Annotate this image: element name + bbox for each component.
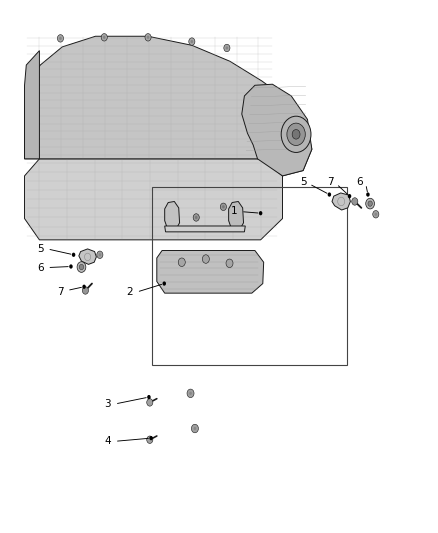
Polygon shape — [242, 84, 312, 176]
Circle shape — [82, 285, 86, 289]
Bar — [152, 187, 347, 365]
Text: 5: 5 — [37, 244, 44, 254]
Text: 7: 7 — [327, 177, 334, 187]
Text: 2: 2 — [126, 287, 133, 297]
Polygon shape — [25, 36, 312, 176]
Polygon shape — [332, 193, 350, 210]
Circle shape — [189, 38, 195, 45]
Circle shape — [57, 35, 64, 42]
Circle shape — [195, 216, 198, 219]
Circle shape — [287, 123, 305, 146]
Circle shape — [366, 198, 374, 209]
Circle shape — [101, 34, 107, 41]
Polygon shape — [25, 51, 39, 159]
Text: 4: 4 — [104, 437, 111, 446]
Circle shape — [224, 44, 230, 52]
Circle shape — [191, 40, 193, 43]
Circle shape — [194, 427, 196, 430]
Polygon shape — [25, 159, 283, 240]
Circle shape — [99, 253, 101, 256]
Circle shape — [187, 389, 194, 398]
Circle shape — [374, 213, 377, 216]
Circle shape — [77, 262, 86, 272]
Polygon shape — [79, 249, 96, 264]
Circle shape — [97, 251, 103, 259]
Circle shape — [259, 211, 262, 215]
Circle shape — [147, 436, 153, 443]
Circle shape — [178, 258, 185, 266]
Text: 3: 3 — [104, 399, 111, 409]
Circle shape — [79, 264, 84, 270]
Circle shape — [226, 259, 233, 268]
Circle shape — [147, 36, 149, 39]
Circle shape — [149, 436, 153, 440]
Circle shape — [292, 130, 300, 139]
Circle shape — [147, 395, 151, 399]
Circle shape — [69, 264, 73, 269]
Circle shape — [191, 424, 198, 433]
Circle shape — [145, 34, 151, 41]
Circle shape — [373, 211, 379, 218]
Circle shape — [72, 253, 75, 257]
Circle shape — [59, 37, 62, 40]
Circle shape — [162, 281, 166, 286]
Polygon shape — [165, 226, 245, 232]
Circle shape — [348, 194, 351, 198]
Circle shape — [368, 201, 372, 206]
Circle shape — [328, 192, 331, 197]
Text: 7: 7 — [57, 287, 64, 297]
Text: 1: 1 — [231, 206, 238, 215]
Circle shape — [202, 255, 209, 263]
Polygon shape — [165, 201, 180, 229]
Polygon shape — [229, 201, 244, 229]
Circle shape — [281, 116, 311, 152]
Circle shape — [82, 287, 88, 294]
Text: 6: 6 — [357, 177, 364, 187]
Circle shape — [103, 36, 106, 39]
Circle shape — [352, 198, 358, 205]
Circle shape — [226, 46, 228, 50]
Polygon shape — [157, 251, 264, 293]
Circle shape — [147, 399, 153, 406]
Circle shape — [193, 214, 199, 221]
Circle shape — [189, 392, 192, 395]
Circle shape — [220, 203, 226, 211]
Text: 5: 5 — [300, 177, 307, 187]
Circle shape — [222, 205, 225, 208]
Circle shape — [366, 192, 370, 197]
Text: 6: 6 — [37, 263, 44, 272]
